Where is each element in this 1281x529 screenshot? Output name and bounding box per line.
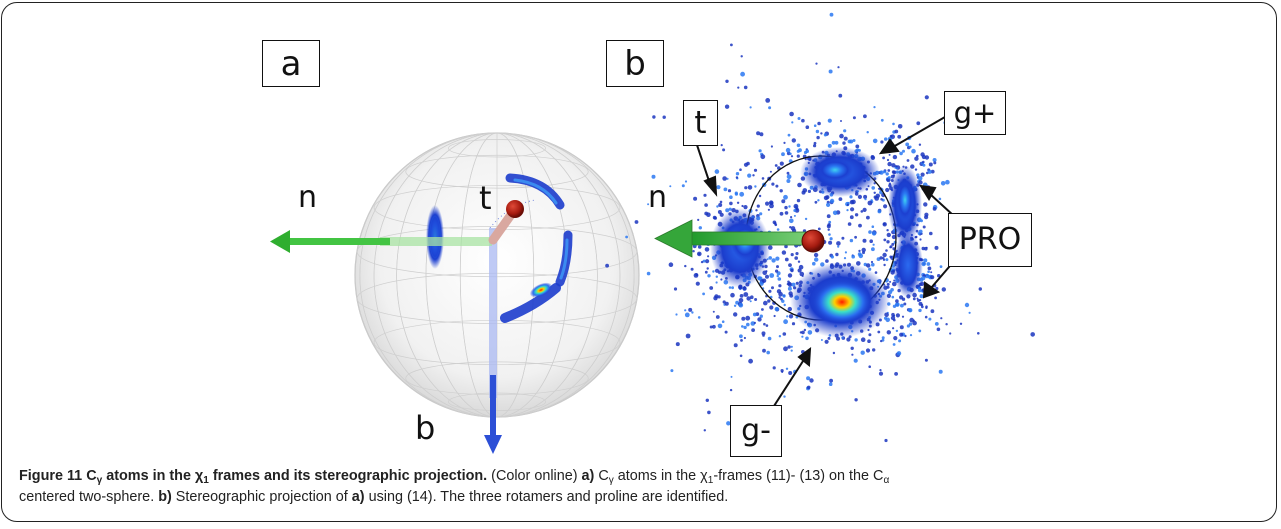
caption-title-mid: atoms in the χ: [102, 468, 204, 484]
figure-graphic: [270, 12, 1035, 454]
caption-b-ref: a): [351, 489, 365, 505]
n-axis-arrow: [270, 230, 492, 253]
projection-center-atom: [801, 229, 825, 253]
caption-title-c-sub: γ: [96, 475, 103, 486]
figure-caption: Figure 11 Cγ atoms in the χ1 frames and …: [19, 466, 1259, 508]
projection-n-arrow: [654, 219, 814, 258]
caption-part-a: a): [581, 468, 595, 484]
panel-a-sphere: [270, 132, 640, 454]
panel-b-n-label: n: [648, 180, 668, 215]
rotamer-label-pro: PRO: [948, 213, 1032, 267]
t-axis-arrow: [488, 200, 524, 245]
callout-arrows: [696, 116, 956, 424]
caption-title-end: frames and its stereographic projection.: [208, 468, 488, 484]
panel-b-projection: [605, 12, 1035, 443]
caption-a-ca-sub: α: [883, 475, 890, 486]
sphere-density-bands: [426, 173, 573, 323]
caption-part-b: b): [158, 489, 172, 505]
caption-title-c: C: [86, 468, 97, 484]
panel-a-t-label: t: [479, 179, 492, 217]
rotamer-label-t: t: [683, 100, 718, 146]
panel-a-tag: a: [262, 40, 320, 87]
caption-a-c: C: [594, 468, 609, 484]
rotamer-label-g-plus: g+: [944, 91, 1006, 135]
caption-a-c-sub: γ: [608, 475, 614, 486]
b-axis-arrow: [484, 228, 502, 454]
rotamer-label-g-minus: g-: [730, 405, 782, 457]
caption-line2-start: centered two-sphere.: [19, 489, 159, 505]
caption-b-text: Stereographic projection of: [171, 489, 352, 505]
figure-label: Figure 11: [19, 468, 83, 484]
caption-a-chi-sub: 1: [707, 475, 714, 486]
caption-color-note: (Color online): [487, 468, 582, 484]
panel-a-b-label: b: [415, 409, 436, 447]
caption-title-chi-sub: 1: [203, 475, 209, 486]
caption-b-text2: using (14). The three rotamers and proli…: [364, 489, 729, 505]
panel-a-n-label: n: [298, 180, 318, 215]
caption-a-frames: -frames (11)- (13) on the C: [713, 468, 884, 484]
caption-a-mid: atoms in the χ: [613, 468, 708, 484]
panel-b-tag: b: [606, 40, 664, 87]
